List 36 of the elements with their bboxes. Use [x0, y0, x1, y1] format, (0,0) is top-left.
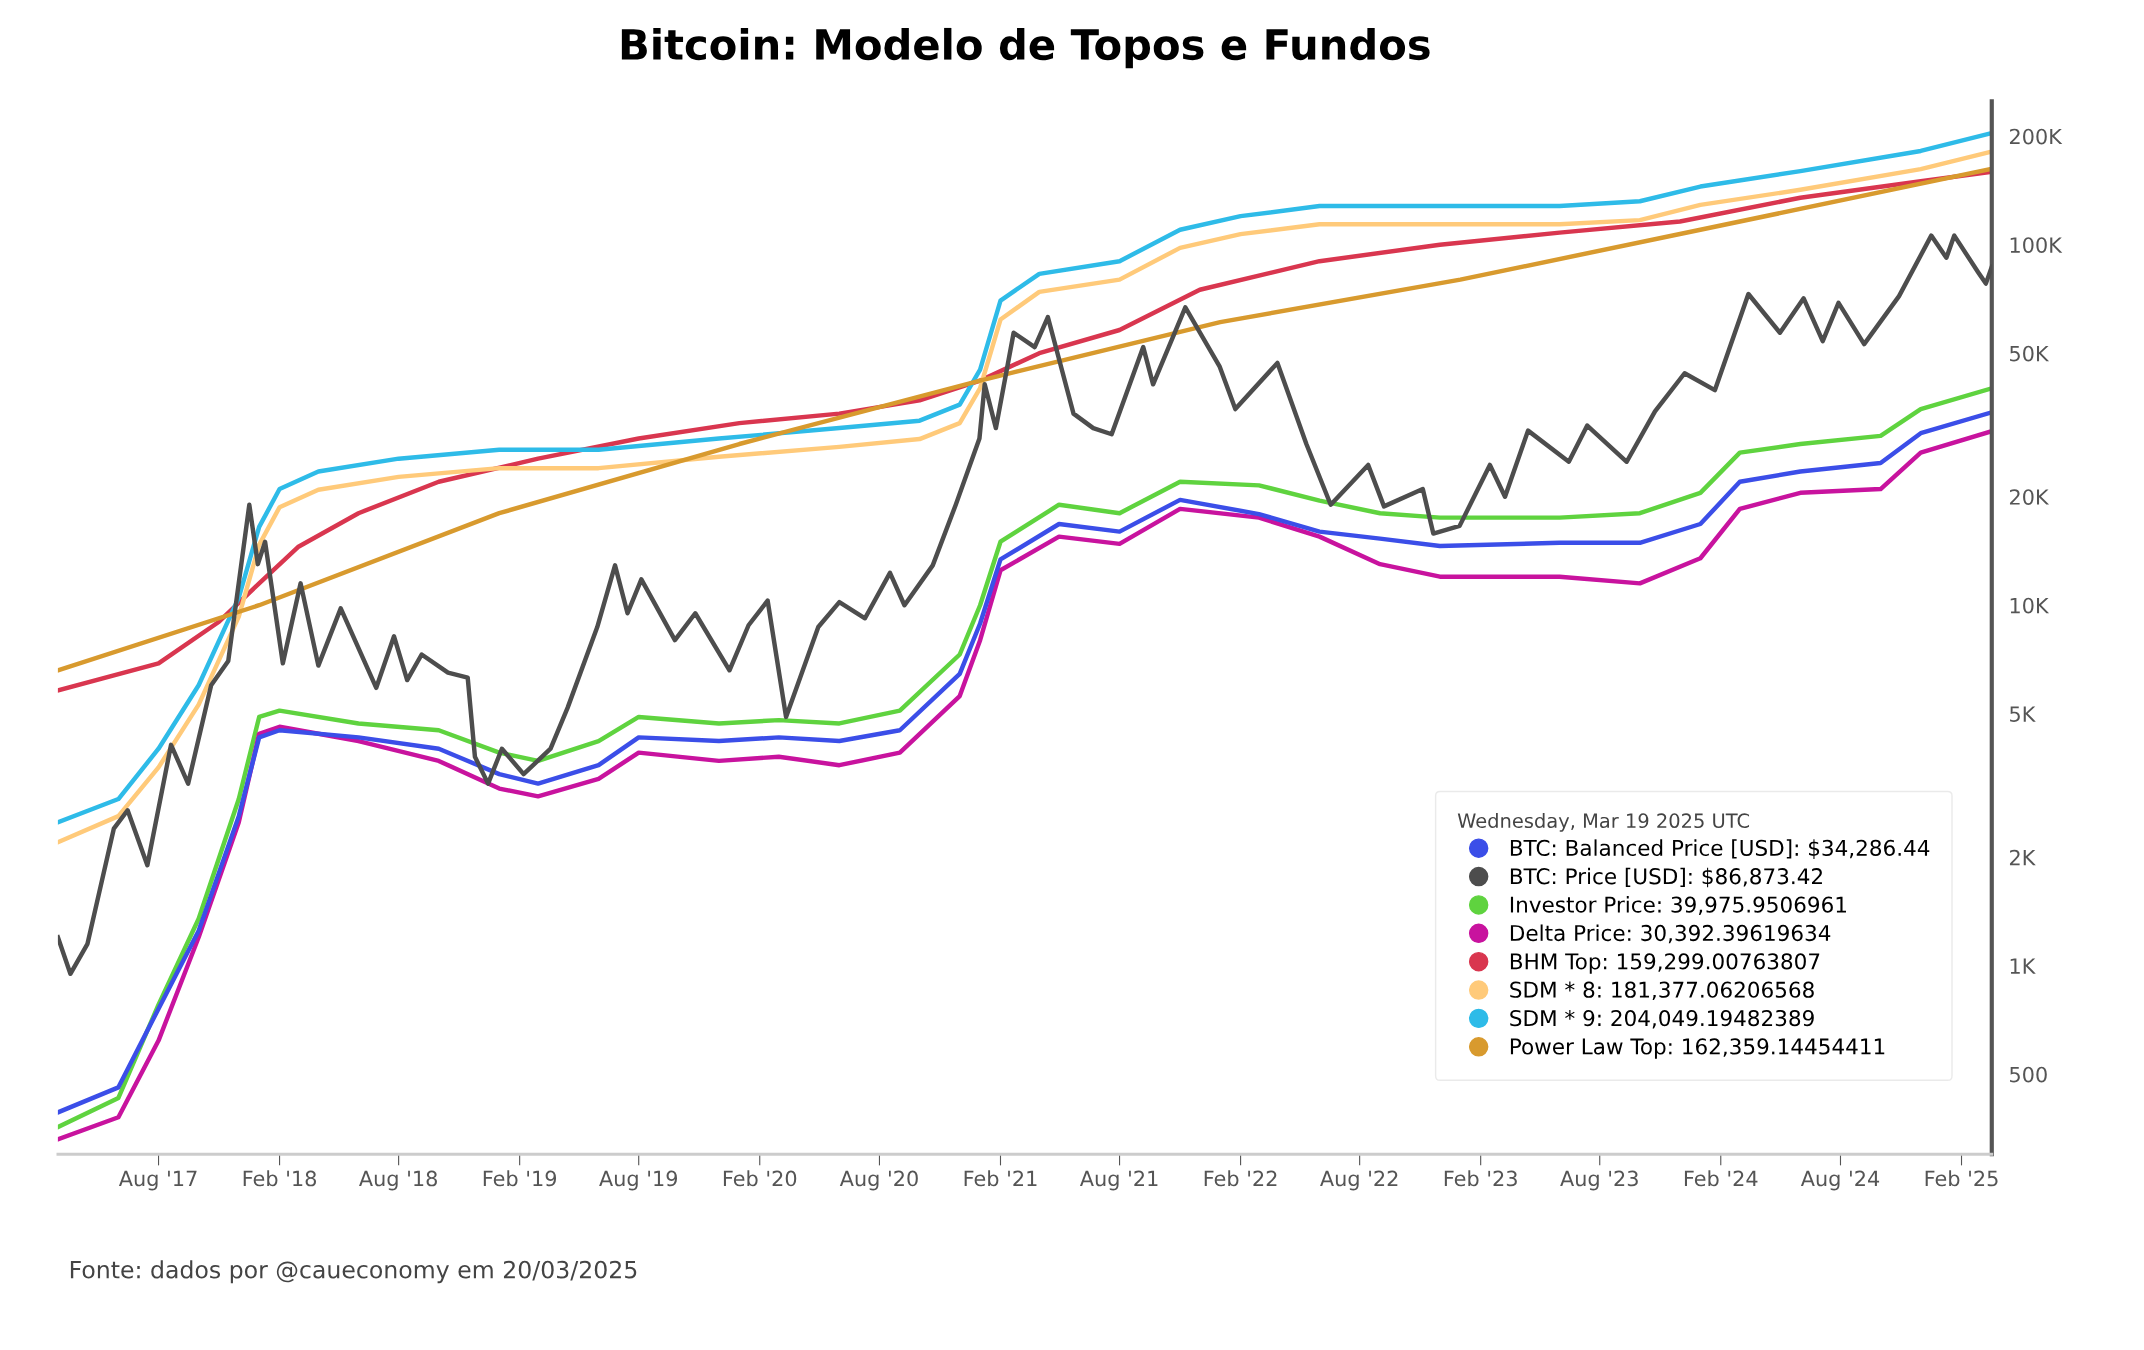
legend-label: BTC: Price [USD]: $86,873.42 — [1510, 867, 1822, 888]
y-tick-label: 500 — [2010, 1066, 2047, 1083]
x-tick-label: Aug '24 — [1800, 1170, 1880, 1191]
y-tick-label: 2K — [2009, 849, 2036, 866]
y-tick-label: 1K — [2010, 958, 2036, 974]
x-tick-label: Feb '24 — [1684, 1170, 1758, 1187]
x-tick-label: Feb '23 — [1444, 1170, 1517, 1187]
x-tick-label: Feb '21 — [964, 1170, 1037, 1187]
x-tick-label: Feb '22 — [1204, 1170, 1277, 1187]
legend-label: BHM Top: 159,299.00763807 — [1510, 953, 1820, 974]
x-tick-label: Feb '19 — [483, 1170, 557, 1187]
x-tick-label: Feb '25 — [1925, 1170, 1998, 1187]
x-tick-label: Aug '18 — [359, 1170, 437, 1191]
legend-title: Wednesday, Mar 19 2025 UTC — [1457, 813, 1750, 832]
y-tick-label: 5K — [2010, 706, 2036, 722]
legend-label: SDM * 9: 204,049.19482389 — [1510, 1009, 1814, 1029]
legend-label: Delta Price: 30,392.39619634 — [1510, 924, 1831, 944]
x-tick-label: Aug '23 — [1560, 1170, 1638, 1191]
legend-label: Investor Price: 39,975.9506961 — [1510, 896, 1846, 915]
x-tick-label: Aug '19 — [599, 1170, 678, 1191]
legend-label: Power Law Top: 162,359.14454411 — [1510, 1038, 1885, 1059]
x-tick-label: Aug '20 — [839, 1170, 918, 1191]
x-tick-label: Aug '17 — [118, 1170, 197, 1191]
y-tick-label: 10K — [2010, 597, 2050, 614]
x-tick-label: Aug '21 — [1079, 1170, 1158, 1191]
y-tick-label: 20K — [2009, 489, 2050, 505]
legend-label: SDM * 8: 181,377.06206568 — [1510, 981, 1814, 1001]
y-tick-label: 100K — [2010, 237, 2063, 253]
legend-label: BTC: Balanced Price [USD]: $34,286.44 — [1510, 839, 1930, 859]
y-tick-label: 200K — [2009, 128, 2063, 145]
x-tick-label: Aug '22 — [1320, 1170, 1398, 1191]
x-tick-label: Feb '18 — [243, 1170, 316, 1187]
chart-title: Bitcoin: Modelo de Topos e Fundos — [621, 27, 1430, 69]
y-tick-label: 50K — [2010, 345, 2050, 362]
source-note: Fonte: dados por @caueconomy em 20/03/2025 — [70, 1260, 637, 1284]
x-tick-label: Feb '20 — [723, 1170, 797, 1187]
